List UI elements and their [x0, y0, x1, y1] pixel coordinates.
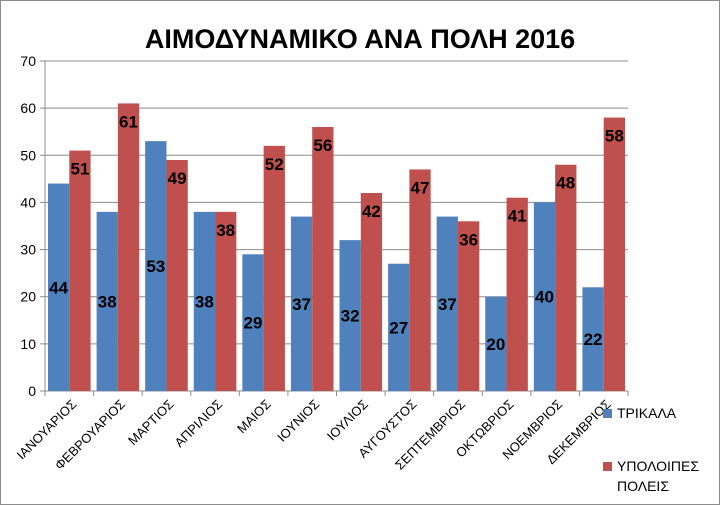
bar-ypoloipes-poleis [506, 197, 528, 391]
data-label: 53 [146, 257, 165, 276]
data-label: 48 [556, 174, 575, 193]
bar-trikala [96, 211, 118, 391]
data-label: 22 [584, 330, 603, 349]
bar-ypoloipes-poleis [312, 127, 334, 391]
y-tick-label: 10 [20, 336, 36, 352]
legend-label: ΤΡΙΚΑΛΑ [617, 405, 677, 421]
bar-ypoloipes-poleis [409, 169, 431, 391]
x-tick-label: ΜΑΡΤΙΟΣ [125, 397, 177, 449]
bar-trikala [582, 287, 604, 391]
x-tick-label: ΜΑΙΟΣ [234, 397, 274, 437]
legend-swatch [603, 409, 612, 418]
legend-label: ΠΟΛΕΙΣ [617, 478, 669, 494]
bar-trikala [242, 254, 264, 391]
data-label: 37 [292, 295, 311, 314]
y-tick-label: 30 [20, 242, 36, 258]
data-label: 38 [98, 292, 117, 311]
data-label: 52 [265, 155, 284, 174]
data-label: 42 [362, 202, 381, 221]
y-tick-label: 0 [28, 383, 36, 399]
x-tick-label: ΑΠΡΙΛΙΟΣ [172, 397, 226, 451]
data-label: 32 [341, 307, 360, 326]
data-label: 38 [216, 221, 235, 240]
plot-area: 0 10 20 30 40 50 60 70 44 38 53 38 29 37 32 27 37 20 40 22 5… [14, 53, 629, 473]
bar-ypoloipes-poleis [166, 160, 188, 391]
data-label: 49 [168, 169, 187, 188]
data-label: 37 [438, 295, 457, 314]
y-tick-label: 60 [20, 100, 36, 116]
legend-swatch [603, 462, 612, 471]
legend: ΤΡΙΚΑΛΑ ΥΠΟΛΟΙΠΕΣ ΠΟΛΕΙΣ [603, 405, 699, 494]
bar-ypoloipes-poleis [117, 103, 140, 391]
data-label: 20 [486, 335, 505, 354]
data-label: 51 [70, 160, 89, 179]
bar-trikala [533, 202, 556, 391]
y-tick-label: 40 [20, 194, 36, 210]
bar-trikala [145, 141, 167, 391]
bar-trikala [290, 216, 313, 391]
y-tick-label: 50 [20, 147, 36, 163]
bar-trikala [436, 216, 458, 391]
data-label: 61 [119, 112, 138, 131]
bar-trikala [485, 296, 507, 391]
chart-title: ΑΙΜΟΔΥΝΑΜΙΚΟ ΑΝΑ ΠΟΛΗ 2016 [145, 24, 575, 54]
bar-trikala [193, 211, 216, 391]
bar-ypoloipes-poleis [603, 117, 625, 392]
data-label: 56 [313, 136, 332, 155]
bar-ypoloipes-poleis [360, 193, 383, 391]
data-label: 40 [535, 288, 554, 307]
bar-trikala [48, 183, 70, 391]
data-label: 47 [411, 178, 430, 197]
data-label: 36 [459, 230, 478, 249]
bar-ypoloipes-poleis [555, 164, 577, 391]
bar-trikala [388, 263, 410, 391]
bar-trikala [339, 240, 361, 391]
y-tick-label: 70 [20, 53, 36, 69]
data-label: 58 [605, 127, 624, 146]
bar-ypoloipes-poleis [457, 221, 480, 391]
x-tick-label: ΙΟΥΛΙΟΣ [324, 397, 371, 444]
x-tick-label: ΙΟΥΝΙΟΣ [274, 397, 322, 445]
data-label: 38 [195, 292, 214, 311]
data-label: 41 [508, 207, 527, 226]
bar-ypoloipes-poleis [215, 211, 237, 391]
data-label: 27 [389, 318, 408, 337]
bar-ypoloipes-poleis [263, 145, 285, 391]
data-label: 29 [244, 314, 263, 333]
data-label: 44 [49, 278, 68, 297]
legend-label: ΥΠΟΛΟΙΠΕΣ [617, 458, 699, 474]
y-tick-label: 20 [20, 289, 36, 305]
bar-ypoloipes-poleis [69, 150, 91, 391]
